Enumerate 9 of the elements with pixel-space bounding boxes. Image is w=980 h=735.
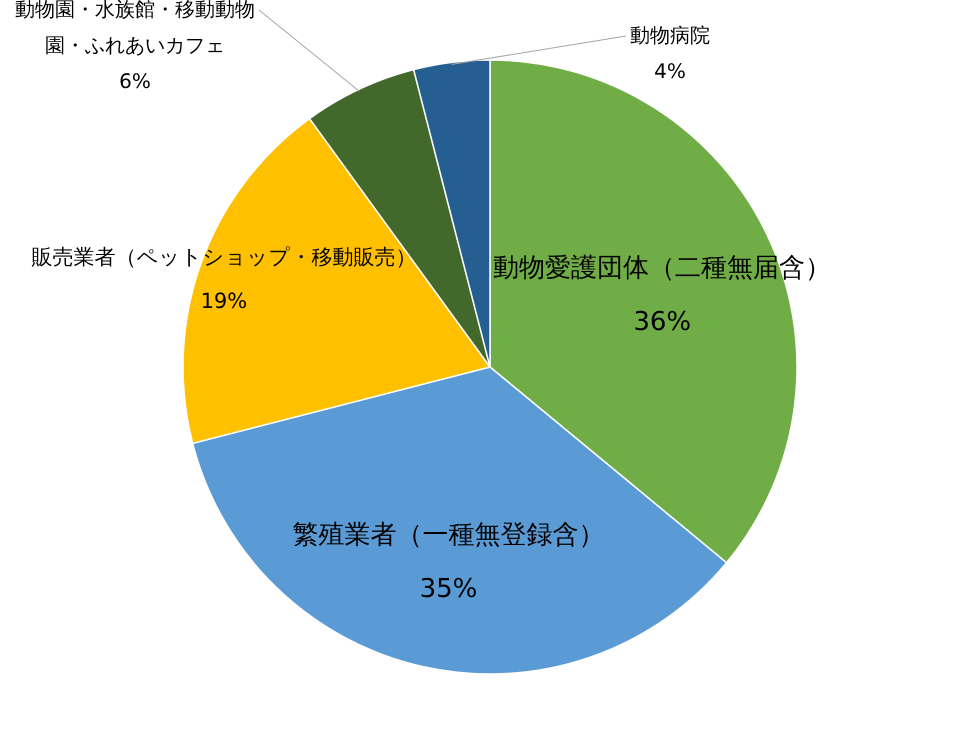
data-label: 6%	[119, 69, 151, 93]
data-label: 19%	[200, 288, 248, 313]
slice-label: 販売業者（ペットショップ・移動販売）	[31, 244, 416, 269]
slice-label: 動物病院	[630, 23, 710, 47]
data-label: 4%	[654, 59, 686, 83]
slice-label: 繁殖業者（一種無登録含）	[292, 520, 604, 550]
slice-label: 動物愛護団体（二種無届含）	[493, 252, 832, 283]
data-label: 35%	[420, 574, 478, 604]
data-label: 36%	[633, 306, 692, 337]
